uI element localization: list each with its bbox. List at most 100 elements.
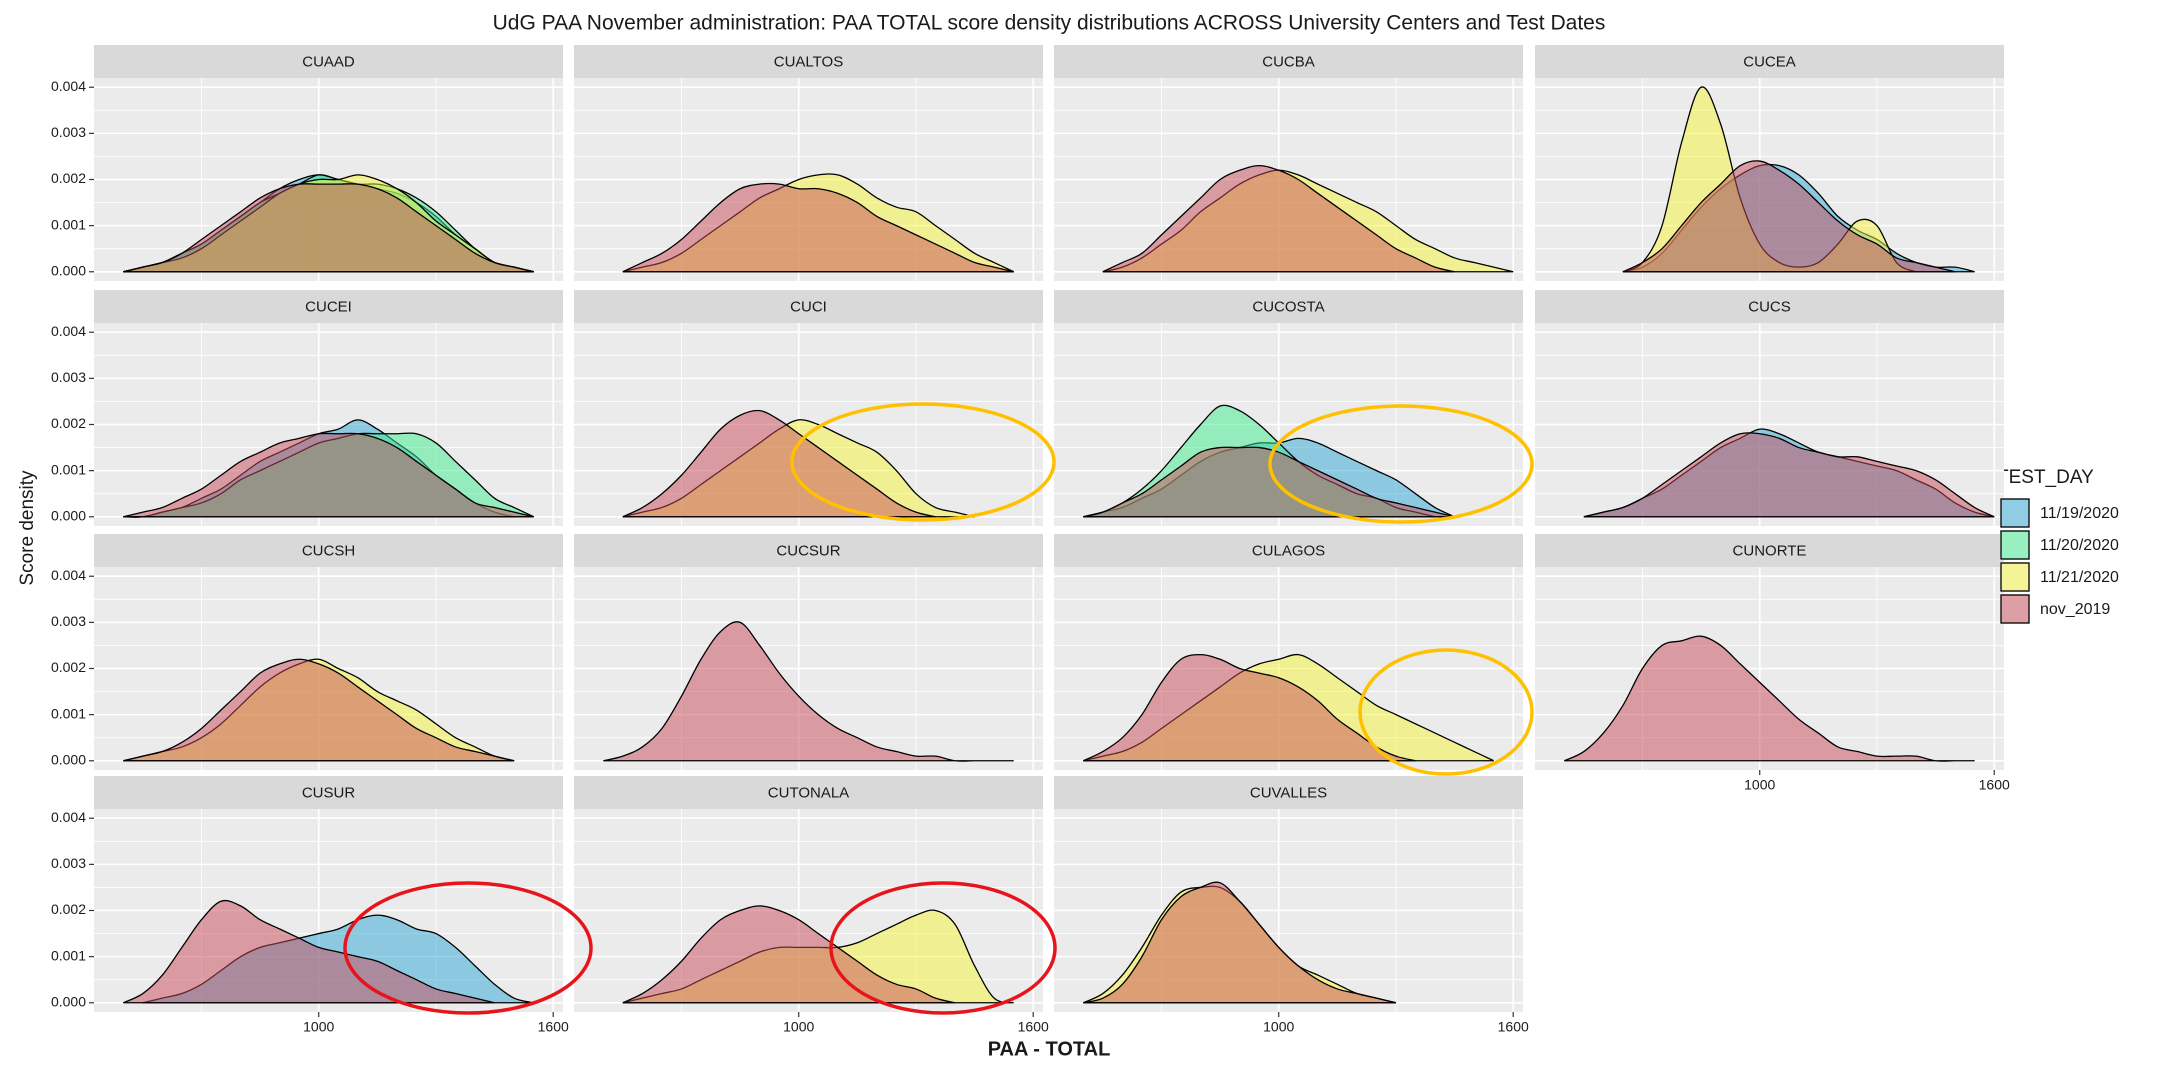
density-area — [1083, 446, 1455, 518]
y-tick-label: 0.001 — [51, 461, 86, 477]
strip — [574, 45, 1043, 78]
highlight-ellipse — [343, 881, 593, 1015]
strip — [94, 534, 563, 567]
facet: CUVALLES 1000 1600 — [1054, 776, 1529, 1035]
y-tick-label: 0.002 — [51, 901, 86, 917]
facet: CUCI — [574, 290, 1043, 526]
y-tick-label: 0.003 — [51, 613, 86, 629]
facet: CUCEI 0.000 0.001 0.002 0.003 0.004 — [51, 290, 563, 526]
strip — [1535, 45, 2004, 78]
x-tick-label: 1600 — [1018, 1019, 1049, 1035]
y-tick-label: 0.003 — [51, 369, 86, 385]
legend-key — [2000, 562, 2030, 592]
highlight-ellipse — [1358, 648, 1534, 776]
legend-title: TEST_DAY — [1997, 467, 2094, 488]
highlight-ellipse — [1268, 404, 1534, 524]
legend-key — [2000, 594, 2030, 624]
density-area — [123, 432, 534, 518]
y-tick-label: 0.000 — [51, 993, 86, 1009]
density-area — [603, 621, 1014, 762]
x-tick-label: 1000 — [783, 1019, 814, 1035]
highlight-ellipse — [829, 881, 1057, 1015]
legend-key — [2000, 530, 2030, 560]
density-area — [622, 182, 1014, 273]
facet: CUCS — [1535, 290, 2004, 526]
strip-label: CUCSUR — [776, 542, 840, 559]
x-tick-label: 1600 — [1498, 1019, 1529, 1035]
highlight-ellipse — [790, 402, 1056, 522]
panels: CUAAD 0.000 0.001 0.002 0.003 0.004 CUALTOS CUC… — [51, 45, 2010, 1035]
x-tick-label: 1600 — [1979, 777, 2010, 793]
x-tick-label: 1000 — [1263, 1019, 1294, 1035]
y-tick-label: 0.000 — [51, 507, 86, 523]
strip — [1535, 290, 2004, 323]
strip — [94, 776, 563, 809]
strip-label: CUCBA — [1262, 53, 1315, 70]
density-area — [123, 183, 534, 273]
y-tick-label: 0.004 — [51, 78, 86, 94]
strip-label: CUTONALA — [768, 784, 849, 801]
strip — [1535, 534, 2004, 567]
y-tick-label: 0.000 — [51, 751, 86, 767]
facet: CUCSH 0.000 0.001 0.002 0.003 0.004 — [51, 534, 563, 770]
legend-label: nov_2019 — [2040, 601, 2110, 618]
strip-label: CUCS — [1748, 298, 1791, 315]
strip — [574, 534, 1043, 567]
strip-label: CULAGOS — [1252, 542, 1325, 559]
y-tick-label: 0.001 — [51, 216, 86, 232]
strip-label: CUCEI — [305, 298, 352, 315]
facet: CUALTOS — [574, 45, 1043, 281]
density-area — [1564, 635, 1975, 762]
strip-label: CUNORTE — [1733, 542, 1807, 559]
strip-label: CUVALLES — [1250, 784, 1327, 801]
strip-label: CUCOSTA — [1252, 298, 1324, 315]
strip — [1054, 534, 1523, 567]
y-axis-title: Score density — [17, 470, 38, 586]
y-tick-label: 0.000 — [51, 262, 86, 278]
x-tick-label: 1600 — [538, 1019, 569, 1035]
strip — [574, 290, 1043, 323]
density-area — [1583, 432, 1995, 518]
chart-title: UdG PAA November administration: PAA TOT… — [493, 12, 1606, 35]
density-area — [1083, 881, 1397, 1004]
y-tick-label: 0.002 — [51, 415, 86, 431]
legend-label: 11/21/2020 — [2040, 569, 2119, 586]
legend-key — [2000, 498, 2030, 528]
facet: CULAGOS — [1054, 534, 1523, 770]
strip — [1054, 45, 1523, 78]
density-area — [622, 905, 956, 1004]
strip — [1054, 776, 1523, 809]
strip — [1054, 290, 1523, 323]
legend-label: 11/20/2020 — [2040, 537, 2119, 554]
legend-label: 11/19/2020 — [2040, 505, 2119, 522]
facet: CUCEA — [1535, 45, 2004, 281]
facet: CUAAD 0.000 0.001 0.002 0.003 0.004 — [51, 45, 563, 281]
strip-label: CUCSH — [302, 542, 355, 559]
facet: CUSUR 0.000 0.001 0.002 0.003 0.004 1000 1600 — [51, 776, 569, 1035]
density-area — [622, 409, 936, 518]
strip — [574, 776, 1043, 809]
y-tick-label: 0.004 — [51, 567, 86, 583]
facet: CUTONALA 1000 1600 — [574, 776, 1049, 1035]
density-area — [123, 658, 515, 762]
x-tick-label: 1000 — [303, 1019, 334, 1035]
y-tick-label: 0.001 — [51, 705, 86, 721]
facet: CUNORTE 1000 1600 — [1535, 534, 2010, 793]
annotations — [343, 402, 1534, 1015]
density-area — [1102, 165, 1455, 273]
x-axis-title: PAA - TOTAL — [988, 1038, 1111, 1060]
facet: CUCSUR — [574, 534, 1043, 770]
density-area — [123, 899, 495, 1004]
strip-label: CUSUR — [302, 784, 356, 801]
legend: 11/19/2020 11/20/2020 11/21/2020 nov_2019 — [2000, 498, 2119, 624]
y-tick-label: 0.003 — [51, 855, 86, 871]
strip-label: CUALTOS — [774, 53, 843, 70]
y-tick-label: 0.002 — [51, 659, 86, 675]
strip-label: CUCEA — [1743, 53, 1796, 70]
density-area — [1083, 654, 1416, 762]
y-tick-label: 0.002 — [51, 170, 86, 186]
facet: CUCOSTA — [1054, 290, 1523, 526]
density-area — [1622, 160, 1956, 273]
strip — [94, 45, 563, 78]
